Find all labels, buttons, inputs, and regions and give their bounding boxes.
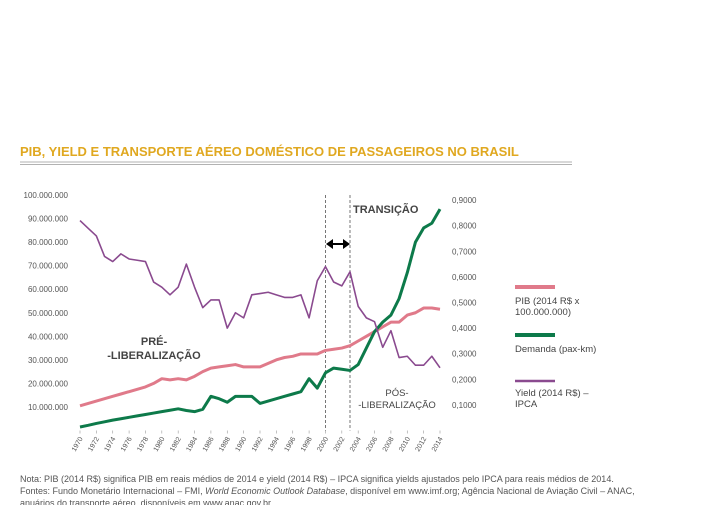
annotation: -LIBERALIZAÇÃO xyxy=(107,349,201,362)
source-text: Fontes: Fundo Monetário Internacional – … xyxy=(20,486,203,496)
phase-arrow xyxy=(326,239,350,249)
x-tick-label: 1974 xyxy=(104,436,118,453)
y2-tick-label: 0,3000 xyxy=(452,350,477,359)
y2-tick-label: 0,2000 xyxy=(452,375,477,384)
series-line xyxy=(79,306,441,408)
x-tick-label: 1980 xyxy=(153,436,167,453)
x-tick-label: 2004 xyxy=(349,436,363,453)
y2-tick-label: 0,1000 xyxy=(452,401,477,410)
x-tick-label: 2002 xyxy=(333,436,347,453)
y2-tick-label: 0,6000 xyxy=(452,273,477,282)
x-tick-label: 1984 xyxy=(185,436,199,453)
x-tick-label: 1994 xyxy=(267,436,281,453)
annotation: TRANSIÇÃO xyxy=(353,203,419,216)
source-text: World Economic Outlook Database xyxy=(205,486,346,496)
y2-tick-label: 0,8000 xyxy=(452,222,477,231)
x-tick-label: 1976 xyxy=(120,436,134,453)
y-tick-label: 80.000.000 xyxy=(28,238,69,247)
y2-tick-label: 0,5000 xyxy=(452,299,477,308)
note: Nota: PIB (2014 R$) significa PIB em rea… xyxy=(20,474,614,484)
y-tick-label: 70.000.000 xyxy=(28,262,69,271)
y2-tick-label: 0,4000 xyxy=(452,324,477,333)
x-tick-label: 2012 xyxy=(415,436,429,453)
sources: Fontes: Fundo Monetário Internacional – … xyxy=(20,486,635,496)
y2-tick-label: 0,7000 xyxy=(452,247,477,256)
x-tick-label: 2008 xyxy=(382,436,396,453)
x-tick-label: 1986 xyxy=(202,436,216,453)
y-tick-label: 40.000.000 xyxy=(28,332,69,341)
y-tick-label: 10.000.000 xyxy=(28,403,69,412)
x-tick-label: 1978 xyxy=(136,436,150,453)
x-tick-label: 1972 xyxy=(87,436,101,453)
x-tick-label: 1992 xyxy=(251,436,265,453)
legend-label: Yield (2014 R$) – IPCA xyxy=(515,388,589,410)
x-tick-label: 1990 xyxy=(235,436,249,453)
legend-label: PIB (2014 R$ x 100.000.000) xyxy=(515,296,580,318)
x-tick-label: 2006 xyxy=(365,436,379,453)
series-line xyxy=(79,220,441,369)
x-tick-label: 1982 xyxy=(169,436,183,453)
y-tick-label: 30.000.000 xyxy=(28,356,69,365)
y-tick-label: 100.000.000 xyxy=(24,191,69,200)
y-tick-label: 90.000.000 xyxy=(28,215,69,224)
x-tick-label: 1988 xyxy=(218,436,232,453)
annotation: PÓS- xyxy=(385,388,408,399)
y2-tick-label: 0,9000 xyxy=(452,196,477,205)
x-tick-label: 2010 xyxy=(398,436,412,453)
chart-title: PIB, YIELD E TRANSPORTE AÉREO DOMÉSTICO … xyxy=(20,144,519,159)
legend-label: Demanda (pax-km) xyxy=(515,344,597,355)
x-tick-label: 2000 xyxy=(316,436,330,453)
y-tick-label: 20.000.000 xyxy=(28,379,69,388)
source-text: anuários do transporte aéreo, disponívei… xyxy=(20,498,273,505)
series-line xyxy=(79,208,442,429)
x-tick-label: 1970 xyxy=(71,436,85,453)
y-tick-label: 60.000.000 xyxy=(28,285,69,294)
x-tick-label: 1996 xyxy=(284,436,298,453)
annotation: PRÉ- xyxy=(141,335,168,348)
x-tick-label: 2014 xyxy=(431,436,445,453)
x-tick-label: 1998 xyxy=(300,436,314,453)
source-text: , disponível em www.imf.org; Agência Nac… xyxy=(345,486,635,496)
y-tick-label: 50.000.000 xyxy=(28,309,69,318)
annotation: -LIBERALIZAÇÃO xyxy=(358,400,436,411)
